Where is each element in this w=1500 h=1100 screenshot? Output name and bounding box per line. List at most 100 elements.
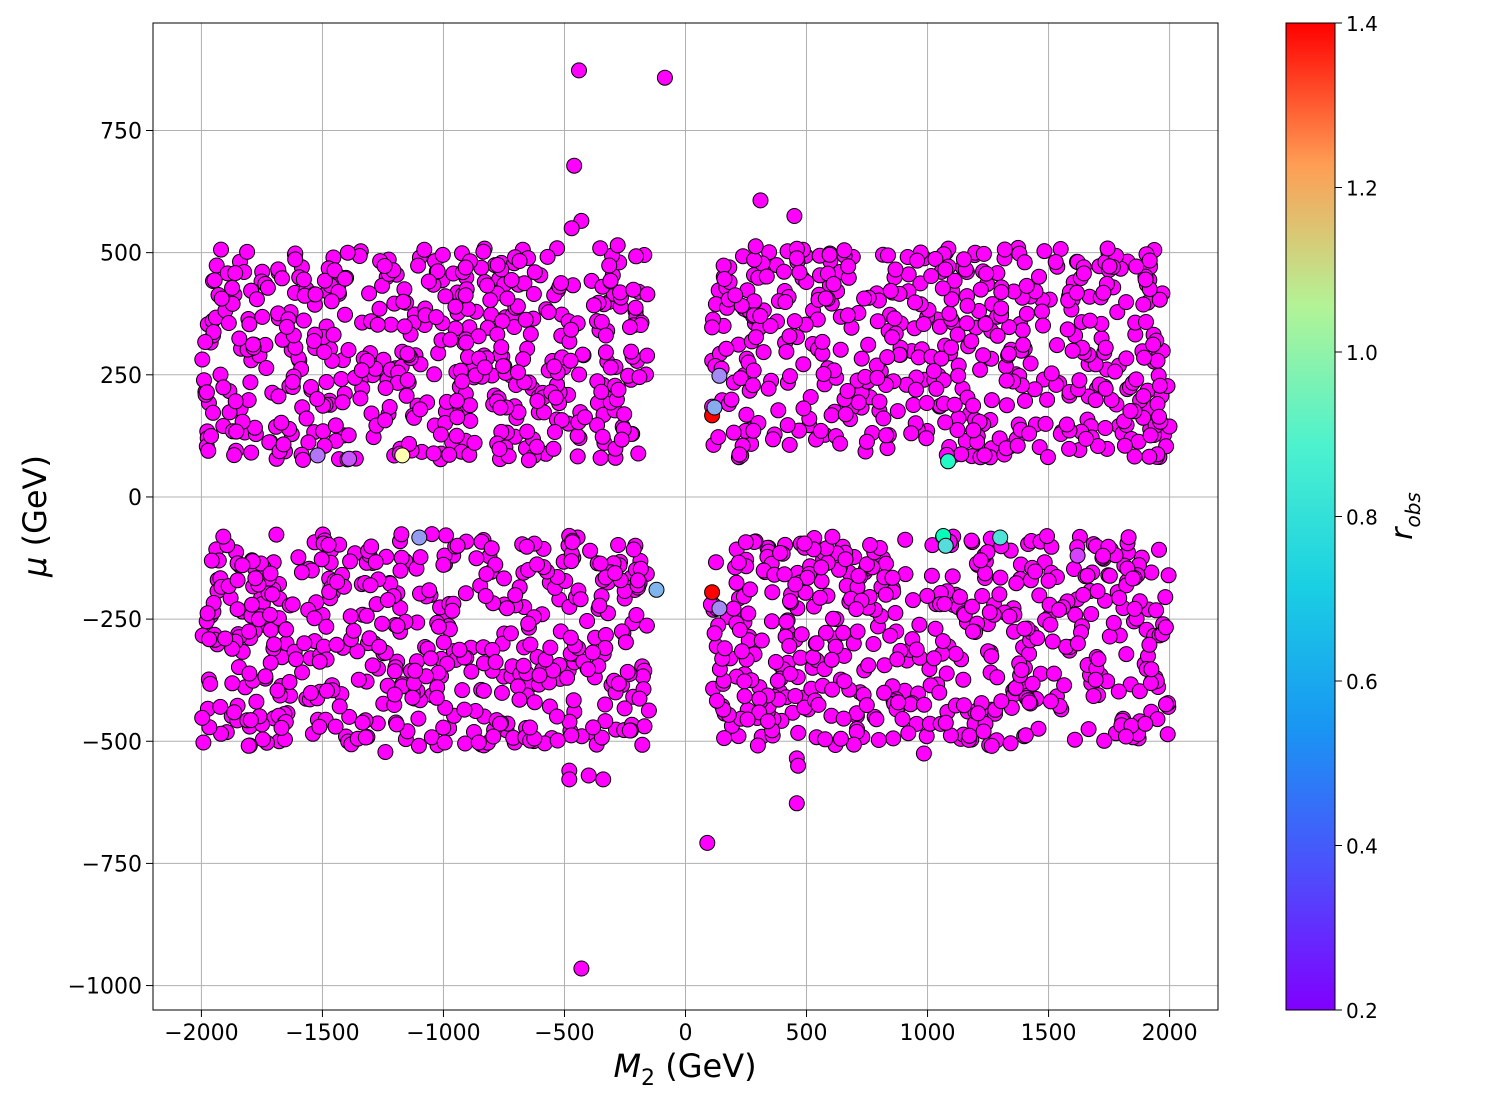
scatter-point	[529, 556, 545, 573]
scatter-point	[295, 451, 311, 468]
scatter-point	[996, 241, 1013, 258]
scatter-point	[284, 596, 301, 613]
scatter-point	[704, 319, 721, 336]
scatter-point	[610, 537, 627, 553]
scatter-point	[1097, 339, 1114, 356]
scatter-point	[325, 326, 342, 343]
scatter-point	[949, 422, 966, 438]
scatter-point	[799, 569, 816, 586]
scatter-point	[1001, 319, 1018, 336]
scatter-point	[625, 281, 642, 298]
scatter-point	[1135, 296, 1152, 313]
scatter-point	[935, 633, 951, 650]
scatter-point	[958, 315, 975, 332]
x-tick-label: 1000	[900, 1021, 956, 1046]
y-tick-label: −500	[82, 730, 142, 755]
scatter-point	[877, 586, 894, 603]
scatter-point	[585, 719, 602, 736]
scatter-point	[1043, 365, 1060, 382]
scatter-point	[911, 616, 928, 633]
scatter-point	[767, 654, 784, 670]
scatter-point	[1047, 254, 1064, 270]
scatter-point	[989, 669, 1006, 686]
scatter-point	[547, 389, 564, 406]
scatter-point	[1069, 547, 1086, 564]
scatter-point	[918, 395, 935, 411]
scatter-point	[1159, 726, 1176, 743]
scatter-point	[540, 304, 557, 321]
scatter-point	[723, 391, 740, 408]
scatter-point	[213, 290, 230, 307]
scatter-point	[1143, 661, 1160, 678]
scatter-point	[549, 732, 566, 749]
scatter-point	[234, 557, 251, 574]
scatter-point	[1036, 243, 1053, 260]
scatter-point	[243, 444, 260, 461]
scatter-point	[591, 597, 608, 614]
scatter-point	[1080, 721, 1097, 738]
scatter-point	[371, 638, 388, 655]
scatter-point	[482, 292, 499, 309]
scatter-point	[886, 310, 903, 327]
scatter-point	[1022, 355, 1039, 372]
scatter-point	[442, 331, 459, 348]
scatter-point	[262, 606, 279, 623]
scatter-point	[561, 771, 578, 788]
scatter-point	[749, 737, 766, 754]
scatter-point	[1040, 449, 1056, 466]
scatter-point	[463, 663, 480, 680]
scatter-point	[625, 541, 642, 558]
colorbar-tick-label: 1.4	[1346, 12, 1378, 36]
colorbar-tick-label: 1.2	[1346, 177, 1378, 201]
scatter-point	[983, 737, 1000, 754]
scatter-point	[734, 643, 750, 660]
scatter-point	[769, 672, 786, 689]
scatter-point	[311, 653, 328, 670]
scatter-point	[1079, 567, 1096, 584]
scatter-point	[776, 566, 793, 583]
scatter-point	[449, 537, 466, 554]
scatter-point	[1158, 696, 1174, 713]
scatter-point	[952, 588, 968, 605]
scatter-point	[839, 383, 856, 399]
scatter-point	[302, 684, 319, 701]
scatter-point	[1097, 420, 1114, 436]
scatter-point	[394, 447, 411, 464]
scatter-point	[396, 318, 413, 335]
scatter-point	[206, 272, 223, 289]
scatter-point	[1001, 608, 1018, 625]
scatter-point	[309, 447, 326, 464]
scatter-point	[887, 261, 904, 278]
scatter-point	[835, 624, 852, 641]
scatter-point	[998, 372, 1015, 389]
scatter-point	[553, 275, 569, 292]
scatter-point	[363, 538, 380, 555]
scatter-point	[522, 636, 539, 653]
scatter-point	[1000, 345, 1017, 362]
scatter-point	[862, 537, 879, 553]
scatter-point	[993, 300, 1010, 317]
scatter-point	[195, 734, 212, 751]
scatter-point	[972, 552, 989, 569]
scatter-point	[522, 326, 539, 343]
scatter-point	[313, 551, 330, 568]
scatter-point	[430, 618, 447, 635]
scatter-point	[900, 725, 917, 742]
scatter-point	[1148, 602, 1165, 619]
scatter-point	[795, 400, 812, 417]
scatter-point	[758, 268, 775, 285]
scatter-point	[782, 368, 798, 385]
scatter-point	[562, 352, 579, 369]
scatter-point	[621, 722, 638, 739]
scatter-point	[812, 422, 829, 439]
scatter-point	[1066, 731, 1083, 748]
scatter-point	[949, 326, 966, 343]
scatter-point	[339, 244, 356, 261]
scatter-point	[736, 673, 753, 690]
scatter-point	[762, 318, 779, 334]
scatter-point	[454, 373, 471, 390]
scatter-point	[468, 550, 485, 567]
scatter-point	[940, 453, 957, 470]
scatter-point	[813, 559, 830, 576]
scatter-point	[197, 334, 214, 350]
